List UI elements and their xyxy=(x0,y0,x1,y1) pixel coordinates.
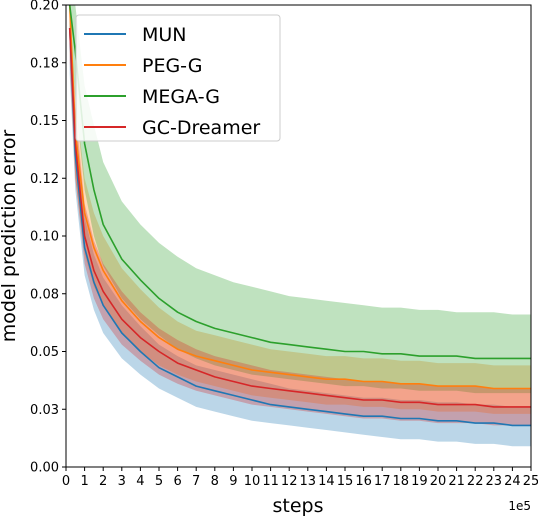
legend-items: MUN PEG-G MEGA-G GC-Dreamer xyxy=(84,24,260,139)
y-tick-label: 0.03 xyxy=(30,403,59,418)
x-tick-label: 5 xyxy=(155,474,163,489)
y-tick-label: 0.08 xyxy=(30,287,59,302)
confidence-bands xyxy=(69,5,531,447)
legend: MUN PEG-G MEGA-G GC-Dreamer xyxy=(75,14,281,142)
x-tick-label: 1 xyxy=(80,474,88,489)
band-2 xyxy=(69,5,531,394)
x-tick-label: 11 xyxy=(262,474,279,489)
x-tick-label: 14 xyxy=(318,474,335,489)
x-axis-multiplier: 1e5 xyxy=(508,499,531,513)
legend-box xyxy=(75,14,281,142)
x-tick-label: 17 xyxy=(374,474,391,489)
x-axis-ticks: 0 1 2 3 4 5 6 7 8 9 10 11 12 13 14 15 16 17 18 19 20 21 22 23 24… xyxy=(62,467,538,489)
plot-area xyxy=(65,4,532,468)
x-tick-label: 18 xyxy=(393,474,410,489)
x-axis-label: steps xyxy=(273,495,324,516)
x-tick-label: 6 xyxy=(173,474,181,489)
series-line-3 xyxy=(68,28,531,408)
x-tick-label: 15 xyxy=(337,474,354,489)
y-tick-label: 0.05 xyxy=(30,345,59,360)
series-line-2 xyxy=(68,4,531,360)
x-tick-label: 2 xyxy=(99,474,107,489)
y-axis-ticks: 0.00 0.03 0.05 0.08 0.10 0.12 0.15 0.18 0.20 xyxy=(30,0,66,476)
y-tick-label: 0.12 xyxy=(30,172,59,187)
y-tick-label: 0.18 xyxy=(30,56,59,71)
x-tick-label: 20 xyxy=(430,474,447,489)
legend-label-1: PEG-G xyxy=(142,55,202,77)
x-tick-label: 25 xyxy=(523,474,538,489)
band-1 xyxy=(69,5,531,414)
x-tick-label: 9 xyxy=(229,474,237,489)
y-tick-label: 0.00 xyxy=(30,461,59,476)
x-tick-label: 21 xyxy=(448,474,465,489)
y-axis-label: model prediction error xyxy=(0,130,20,343)
x-tick-label: 8 xyxy=(211,474,219,489)
series-lines xyxy=(68,4,531,427)
y-tick-label: 0.15 xyxy=(30,114,59,129)
x-tick-label: 13 xyxy=(300,474,317,489)
legend-label-0: MUN xyxy=(142,24,187,46)
y-tick-label: 0.20 xyxy=(30,0,59,14)
series-line-0 xyxy=(68,28,531,427)
x-tick-label: 12 xyxy=(281,474,298,489)
x-tick-label: 24 xyxy=(504,474,521,489)
series-line-1 xyxy=(68,4,531,390)
x-tick-label: 7 xyxy=(192,474,200,489)
legend-label-3: GC-Dreamer xyxy=(142,117,260,139)
x-tick-label: 16 xyxy=(355,474,372,489)
legend-label-2: MEGA-G xyxy=(142,86,220,108)
x-tick-label: 23 xyxy=(486,474,503,489)
x-tick-label: 19 xyxy=(411,474,428,489)
x-tick-label: 0 xyxy=(62,474,70,489)
y-tick-label: 0.10 xyxy=(30,230,59,245)
x-tick-label: 22 xyxy=(467,474,484,489)
x-tick-label: 4 xyxy=(136,474,144,489)
x-tick-label: 10 xyxy=(244,474,261,489)
x-tick-label: 3 xyxy=(118,474,126,489)
